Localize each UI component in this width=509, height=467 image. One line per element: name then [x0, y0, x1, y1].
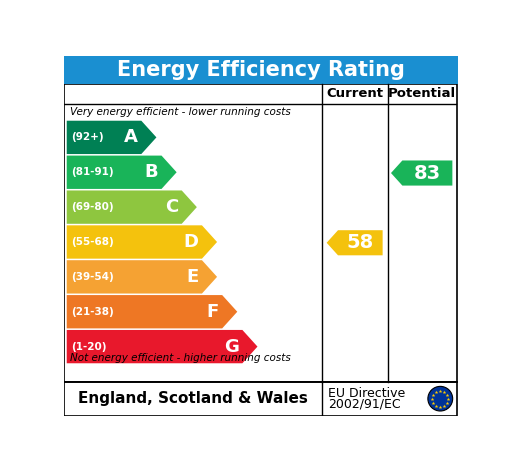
- FancyBboxPatch shape: [65, 84, 457, 382]
- Text: B: B: [145, 163, 158, 181]
- FancyBboxPatch shape: [64, 56, 458, 84]
- Text: (1-20): (1-20): [71, 341, 107, 352]
- Text: England, Scotland & Wales: England, Scotland & Wales: [78, 391, 307, 406]
- Text: (21-38): (21-38): [71, 307, 114, 317]
- FancyBboxPatch shape: [65, 382, 457, 416]
- Text: Not energy efficient - higher running costs: Not energy efficient - higher running co…: [70, 353, 291, 363]
- Text: 2002/91/EC: 2002/91/EC: [328, 397, 401, 410]
- Text: (55-68): (55-68): [71, 237, 114, 247]
- Text: (81-91): (81-91): [71, 167, 114, 177]
- Text: (39-54): (39-54): [71, 272, 114, 282]
- Text: 83: 83: [414, 163, 441, 183]
- Text: F: F: [207, 303, 219, 321]
- Text: G: G: [224, 338, 239, 355]
- Polygon shape: [391, 161, 453, 185]
- Text: Very energy efficient - lower running costs: Very energy efficient - lower running co…: [70, 107, 291, 117]
- Text: E: E: [187, 268, 199, 286]
- Polygon shape: [67, 156, 177, 189]
- Circle shape: [428, 386, 453, 411]
- Text: Current: Current: [326, 87, 383, 100]
- Polygon shape: [327, 230, 383, 255]
- Text: C: C: [165, 198, 179, 216]
- Text: Potential: Potential: [388, 87, 456, 100]
- Polygon shape: [67, 330, 258, 363]
- Polygon shape: [67, 260, 217, 294]
- Polygon shape: [67, 191, 197, 224]
- Text: Energy Efficiency Rating: Energy Efficiency Rating: [117, 60, 405, 80]
- Text: D: D: [184, 233, 199, 251]
- Text: (92+): (92+): [71, 132, 104, 142]
- Text: A: A: [124, 128, 138, 146]
- Polygon shape: [67, 295, 237, 328]
- Text: EU Directive: EU Directive: [328, 387, 405, 400]
- Polygon shape: [67, 121, 156, 154]
- Polygon shape: [67, 226, 217, 259]
- Text: 58: 58: [347, 233, 374, 252]
- Text: (69-80): (69-80): [71, 202, 114, 212]
